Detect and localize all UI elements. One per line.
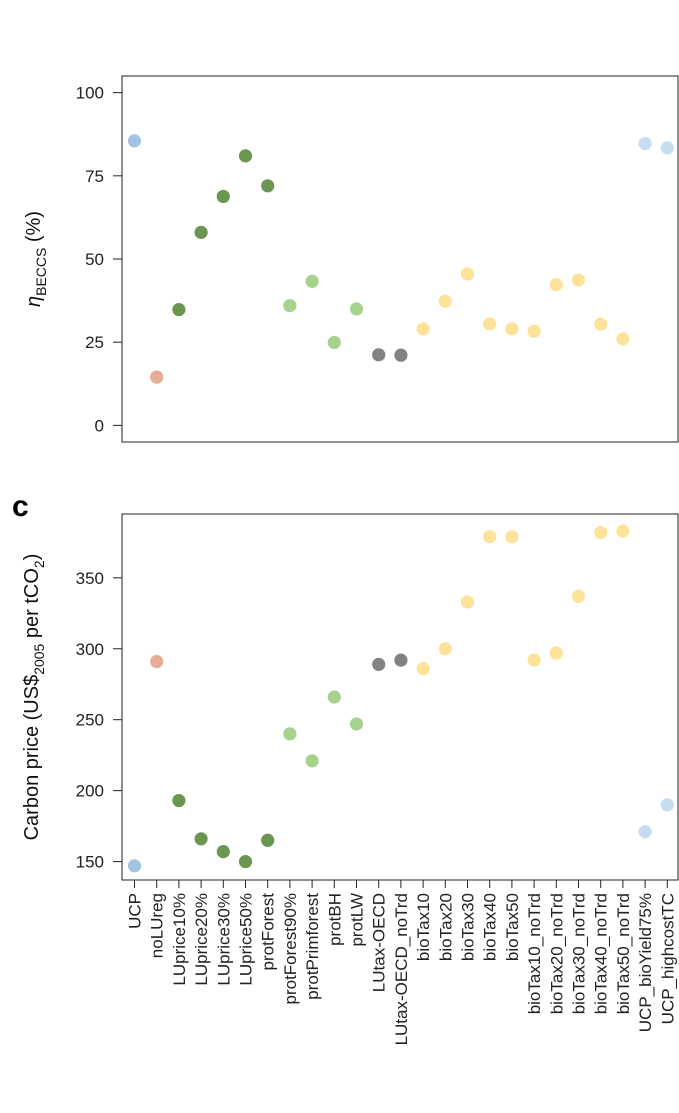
carbon-point-protBH <box>327 690 341 704</box>
eta-point-UCP_bioYield75% <box>638 136 652 151</box>
carbon-point-LUprice10% <box>172 793 186 808</box>
x-tick-label-bioTax50_noTrd: bioTax50_noTrd <box>614 893 633 1014</box>
x-tick-label-UCP_bioYield75%: UCP_bioYield75% <box>636 893 655 1032</box>
eta-point-LUprice30% <box>216 189 230 204</box>
eta-y-tick-label: 75 <box>85 167 104 186</box>
eta-point-LUprice20% <box>194 225 208 239</box>
panel-eta-frame <box>121 75 679 443</box>
eta-point-bioTax40 <box>483 317 497 331</box>
x-tick-label-bioTax30_noTrd: bioTax30_noTrd <box>570 893 589 1014</box>
carbon-point-bioTax10_noTrd <box>527 653 541 667</box>
panel-eta-y-title: ηBECCS (%) <box>23 211 49 307</box>
x-tick-label-LUprice50%: LUprice50% <box>237 893 256 986</box>
eta-point-UCP <box>127 134 142 148</box>
eta-point-protPrimforest <box>305 274 319 288</box>
x-tick-label-UCP: UCP <box>126 893 145 929</box>
carbon-point-bioTax40 <box>483 530 497 544</box>
eta-y-tick-label: 0 <box>95 416 104 435</box>
x-tick-label-UCP_highcostTC: UCP_highcostTC <box>658 893 677 1024</box>
eta-point-protForest90% <box>283 298 297 313</box>
carbon-point-LUprice30% <box>216 845 230 859</box>
eta-point-bioTax30_noTrd <box>571 273 586 287</box>
x-tick-label-LUtax-OECD: LUtax-OECD <box>370 893 389 992</box>
panel-carbon-points <box>127 524 674 873</box>
x-tick-label-bioTax50: bioTax50 <box>503 893 522 961</box>
panel-letter-c: c <box>12 490 29 523</box>
panel-carbon-x-axis: UCP noLUreg LUprice10% LUprice20% LUprice30%… <box>126 880 677 1045</box>
eta-point-bioTax10_noTrd <box>527 324 541 338</box>
carbon-point-bioTax40_noTrd <box>594 525 608 540</box>
carbon-point-bioTax10 <box>416 662 430 676</box>
panel-carbon-y-title: Carbon price (US$2005 per tCO2) <box>21 554 47 841</box>
carbon-point-UCP_highcostTC <box>660 798 674 812</box>
panel-carbon-frame <box>121 513 679 881</box>
carbon-point-bioTax50 <box>505 530 519 544</box>
eta-y-tick-label: 50 <box>85 250 104 269</box>
x-tick-label-LUprice30%: LUprice30% <box>214 893 233 986</box>
x-tick-label-protPrimforest: protPrimforest <box>303 893 322 1000</box>
x-tick-label-bioTax10_noTrd: bioTax10_noTrd <box>525 893 544 1014</box>
carbon-point-bioTax20 <box>438 642 452 656</box>
eta-point-LUprice10% <box>172 302 186 317</box>
eta-point-bioTax20 <box>438 294 452 308</box>
eta-point-protBH <box>327 335 341 350</box>
carbon-y-tick-label: 200 <box>76 782 104 801</box>
x-tick-label-bioTax30: bioTax30 <box>459 893 478 961</box>
eta-point-LUprice50% <box>238 149 253 163</box>
carbon-y-tick-label: 150 <box>76 853 104 872</box>
carbon-point-LUtax-OECD_noTrd <box>394 653 408 667</box>
carbon-point-protForest90% <box>283 727 297 741</box>
carbon-point-protForest <box>261 833 275 847</box>
carbon-point-UCP <box>127 859 142 873</box>
x-tick-label-bioTax20_noTrd: bioTax20_noTrd <box>547 893 566 1014</box>
carbon-point-noLUreg <box>150 654 164 669</box>
x-tick-label-LUprice10%: LUprice10% <box>170 893 189 986</box>
carbon-point-LUprice50% <box>238 854 253 869</box>
x-tick-label-LUprice20%: LUprice20% <box>192 893 211 986</box>
eta-point-bioTax50_noTrd <box>616 332 630 346</box>
eta-point-bioTax50 <box>505 322 519 336</box>
carbon-point-UCP_bioYield75% <box>638 825 652 839</box>
x-tick-label-bioTax40: bioTax40 <box>481 893 500 961</box>
x-tick-label-bioTax20: bioTax20 <box>436 893 455 961</box>
eta-point-LUtax-OECD <box>372 348 386 362</box>
panel-eta-points <box>127 134 674 384</box>
carbon-point-LUprice20% <box>194 832 208 846</box>
x-tick-label-protLW: protLW <box>348 893 367 947</box>
eta-point-bioTax40_noTrd <box>594 317 608 331</box>
x-tick-label-LUtax-OECD_noTrd: LUtax-OECD_noTrd <box>392 893 411 1045</box>
eta-y-tick-label: 25 <box>85 333 104 352</box>
x-tick-label-protForest: protForest <box>259 893 278 971</box>
carbon-point-bioTax30 <box>460 595 475 609</box>
eta-point-bioTax20_noTrd <box>549 278 563 292</box>
carbon-point-bioTax30_noTrd <box>571 589 586 603</box>
eta-point-UCP_highcostTC <box>660 141 674 155</box>
panel-eta-beccs: 0 25 50 75 100 ηBECCS (%) <box>23 75 679 443</box>
eta-point-LUtax-OECD_noTrd <box>394 348 408 362</box>
carbon-y-tick-label: 250 <box>76 711 104 730</box>
eta-point-bioTax10 <box>416 322 430 336</box>
x-tick-label-bioTax40_noTrd: bioTax40_noTrd <box>592 893 611 1014</box>
carbon-point-bioTax50_noTrd <box>616 524 630 538</box>
panel-carbon-y-axis: 150 200 250 300 350 <box>76 569 122 872</box>
carbon-y-tick-label: 350 <box>76 569 104 588</box>
x-tick-label-protBH: protBH <box>325 893 344 946</box>
x-tick-label-bioTax10: bioTax10 <box>414 893 433 961</box>
carbon-y-tick-label: 300 <box>76 640 104 659</box>
carbon-point-LUtax-OECD <box>372 657 386 671</box>
carbon-point-protPrimforest <box>305 754 319 768</box>
eta-y-tick-label: 100 <box>76 84 104 103</box>
eta-point-bioTax30 <box>460 267 475 281</box>
carbon-point-protLW <box>349 717 364 731</box>
eta-point-noLUreg <box>150 370 164 384</box>
x-tick-label-protForest90%: protForest90% <box>281 893 300 1005</box>
eta-point-protLW <box>349 302 364 316</box>
panel-eta-y-axis: 0 25 50 75 100 <box>76 84 122 435</box>
eta-point-protForest <box>261 179 275 193</box>
carbon-point-bioTax20_noTrd <box>549 646 563 660</box>
x-tick-label-noLUreg: noLUreg <box>148 893 167 958</box>
